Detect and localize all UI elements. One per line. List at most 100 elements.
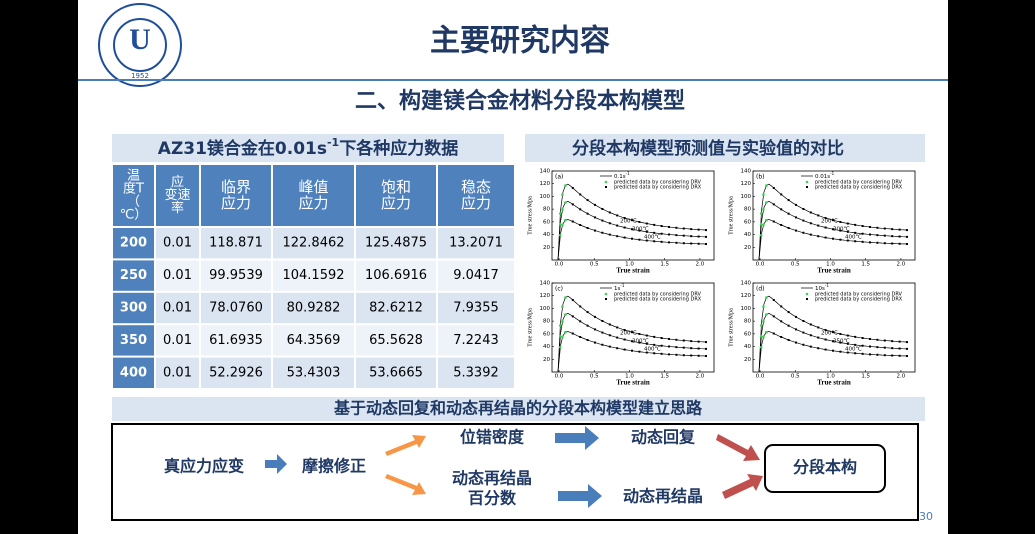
x-tick-label: 2.0	[897, 374, 906, 380]
legend-marker	[605, 298, 607, 300]
point-illustration	[638, 341, 641, 344]
point-illustration	[616, 347, 619, 350]
point-illustration	[616, 224, 619, 227]
point-illustration	[787, 311, 790, 314]
point-illustration	[668, 353, 670, 356]
point-illustration	[558, 222, 562, 226]
point-illustration	[869, 345, 871, 348]
point-illustration	[586, 199, 589, 202]
point-illustration	[571, 186, 574, 189]
point-illustration	[765, 313, 768, 316]
point-illustration	[809, 334, 812, 337]
panel-label: (b)	[756, 174, 765, 181]
point-illustration	[653, 335, 656, 338]
cell	[156, 357, 199, 388]
point-illustration	[817, 326, 820, 329]
point-illustration	[564, 313, 567, 316]
cell-text: 400	[120, 365, 147, 380]
cell-text: 104.1592	[282, 268, 344, 283]
x-axis-label: True strain	[616, 379, 650, 387]
header-text: 临界	[221, 178, 251, 196]
y-tick-label: 40	[543, 232, 550, 238]
cell-text: 300	[120, 301, 147, 316]
rate-label: 0.01s-1	[815, 171, 835, 180]
y-tick-label: 60	[744, 219, 751, 225]
point-illustration	[601, 219, 604, 222]
subtitle: 二、构建镁合金材料分段本构模型	[355, 88, 685, 114]
point-illustration	[653, 231, 656, 234]
point-illustration	[787, 338, 790, 341]
point-illustration	[861, 352, 864, 355]
point-illustration	[772, 203, 775, 206]
point-illustration	[660, 352, 663, 355]
point-illustration	[638, 220, 641, 223]
point-illustration	[690, 228, 693, 231]
legend-text: predicted data by considering DRX	[614, 297, 702, 303]
point-illustration	[846, 239, 849, 242]
rate-label: 10s-1	[815, 283, 829, 292]
point-illustration	[802, 343, 805, 346]
x-tick-label: 0.0	[555, 374, 564, 380]
point-illustration	[571, 298, 574, 301]
point-illustration	[571, 315, 574, 318]
y-tick-label: 100	[540, 194, 551, 200]
temp-label: 300℃	[632, 225, 649, 232]
point-illustration	[558, 324, 562, 327]
y-tick-label: 80	[744, 319, 751, 325]
point-illustration	[759, 334, 763, 338]
point-illustration	[762, 193, 765, 196]
result-box	[764, 444, 886, 493]
arrow	[265, 454, 287, 474]
point-illustration	[795, 315, 797, 318]
point-illustration	[558, 345, 562, 349]
point-illustration	[832, 340, 834, 343]
logo-year: 1952	[131, 72, 149, 80]
rate-label: 0.1s-1	[614, 171, 630, 180]
temp-label: 400℃	[644, 346, 661, 353]
legend-marker	[806, 298, 808, 300]
header-text: 应力	[461, 194, 491, 212]
point-illustration	[780, 193, 783, 196]
legend-marker	[805, 292, 809, 296]
cell-text: 80.9282	[287, 301, 341, 316]
temp-label: 350℃	[833, 337, 850, 344]
point-illustration	[564, 201, 567, 204]
point-illustration	[697, 347, 700, 350]
header-cell	[156, 165, 199, 226]
point-illustration	[608, 345, 611, 348]
point-illustration	[795, 216, 797, 219]
panel: 0.0 0.5 1.0 1.5 2.0 20 40 60 80 100 120 140 True str…	[728, 169, 916, 275]
point-illustration	[705, 347, 707, 350]
panel-label: (c)	[555, 286, 563, 293]
point-illustration	[898, 228, 901, 231]
panel-frame	[551, 170, 715, 261]
logo-ring	[113, 18, 167, 72]
rate-base: 0.1s	[614, 174, 626, 180]
point-illustration	[579, 320, 582, 323]
x-tick-label: 0.0	[756, 374, 765, 380]
y-axis-label: True stress/Mpa	[527, 196, 533, 235]
y-tick-label: 40	[543, 344, 550, 350]
point-illustration	[861, 337, 864, 340]
point-illustration	[832, 228, 834, 231]
point-illustration	[660, 337, 663, 340]
point-illustration	[809, 222, 812, 225]
point-illustration	[586, 338, 589, 341]
point-illustration	[705, 341, 707, 344]
cell	[356, 228, 436, 259]
y-axis-label: True stress/Mpa	[728, 308, 734, 347]
point-illustration	[682, 234, 685, 237]
x-tick-label: 2.0	[897, 262, 906, 268]
x-tick-label: 0.5	[791, 374, 800, 380]
page-number: 30	[919, 510, 933, 523]
point-illustration	[906, 235, 908, 238]
point-illustration	[795, 203, 797, 206]
point-illustration	[705, 235, 707, 238]
x-axis-label: True strain	[817, 379, 851, 387]
point-illustration	[660, 225, 663, 228]
header-cell	[201, 165, 271, 226]
point-illustration	[759, 222, 763, 226]
legend-text: predicted data by considering DRX	[614, 185, 702, 191]
point-illustration	[765, 296, 768, 299]
flow-node: 真应力应变	[164, 457, 244, 476]
